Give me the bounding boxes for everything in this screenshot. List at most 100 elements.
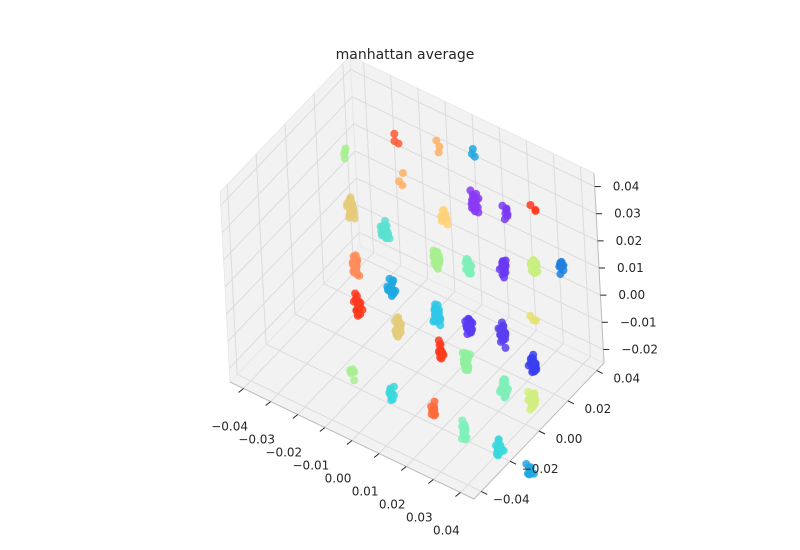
chart-title: manhattan average (336, 47, 475, 63)
x-tick-mark (238, 388, 244, 393)
scatter-point (394, 321, 403, 330)
scatter-point (526, 201, 535, 209)
scatter-point (524, 387, 532, 396)
scatter-point (394, 314, 403, 323)
z-tick-label: −0.01 (620, 315, 657, 329)
scatter-point (395, 177, 403, 186)
scatter-point (430, 402, 438, 411)
scatter-point (463, 361, 472, 370)
y-tick-label: −0.02 (522, 462, 559, 476)
grid-line-z-left (220, 69, 352, 206)
scatter-point (348, 365, 357, 374)
grid-line-z-left (226, 177, 357, 315)
scatter-point (434, 148, 443, 157)
scatter-point (433, 264, 442, 273)
grid-line-y-floor (352, 253, 597, 372)
grid-line-z-back (359, 231, 604, 350)
scatter-point (464, 322, 473, 331)
x-tick-mark (265, 401, 271, 406)
scatter-point (340, 154, 349, 163)
scatter-point (528, 261, 537, 269)
scatter-point (497, 387, 506, 396)
grid-line-z-left (228, 232, 360, 369)
scatter-point (390, 382, 398, 391)
scatter-point (526, 405, 535, 414)
scatter-point (432, 136, 441, 145)
scatter-point (501, 343, 510, 352)
scatter-point (502, 204, 511, 213)
scatter-point (435, 256, 444, 265)
scatter-point (496, 447, 505, 456)
x-tick-label: 0.04 (433, 524, 460, 538)
grid-line-y-floor (237, 373, 482, 492)
x-tick-label: −0.04 (211, 420, 248, 434)
y-tick-label: 0.00 (556, 432, 583, 446)
scatter-point (385, 274, 394, 283)
y-tick-mark (509, 460, 517, 465)
y-tick-mark (538, 430, 546, 435)
y-tick-label: 0.04 (613, 372, 640, 386)
scatter-point (500, 215, 509, 224)
x-tick-mark (373, 453, 380, 458)
scatter-point (381, 217, 389, 225)
scatter-point (467, 269, 475, 278)
scatter-point (461, 352, 470, 361)
z-tick-label: 0.04 (613, 180, 640, 194)
y-tick-label: −0.04 (493, 492, 530, 506)
scatter-point (496, 337, 505, 346)
z-tick-label: 0.01 (617, 261, 644, 275)
scatter-point (438, 214, 447, 223)
scatter-point (398, 169, 407, 178)
grid-lines (220, 62, 604, 493)
z-tick-label: 0.02 (616, 234, 643, 248)
scatter-point (353, 311, 362, 320)
scatter-point (393, 331, 401, 340)
scatter-point (499, 327, 508, 336)
scatter-point (470, 205, 478, 213)
scatter-point (390, 137, 399, 146)
scatter-point (350, 376, 359, 385)
scatter-point (351, 251, 360, 260)
grid-line-z-left (227, 204, 359, 342)
x-tick-mark (319, 427, 326, 432)
scatter-point (466, 186, 475, 195)
tick-labels: −0.04−0.03−0.02−0.010.000.010.020.030.04… (211, 180, 658, 538)
scatter-point (433, 301, 442, 310)
grid-line-z-back (350, 69, 595, 188)
scatter-point (388, 390, 397, 399)
scatter-point (353, 292, 361, 301)
scatter-point (390, 129, 399, 138)
y-tick-mark (596, 370, 604, 375)
scatter-point (384, 231, 393, 240)
x-tick-mark (400, 466, 407, 471)
scatter-point (434, 309, 442, 318)
scatter-point (464, 261, 472, 270)
x-tick-label: 0.03 (406, 511, 433, 525)
scatter-point (435, 142, 444, 151)
grid-line-z-back (357, 204, 603, 323)
scatter-point (345, 213, 354, 222)
scatter-point (355, 304, 363, 313)
x-tick-label: 0.00 (325, 472, 352, 486)
scatter-point (350, 264, 359, 273)
scatter-point (500, 268, 509, 277)
grid-line-z-left (221, 96, 353, 234)
x-tick-mark (292, 414, 299, 419)
z-tick-label: 0.03 (614, 207, 641, 221)
scatter-point (462, 433, 471, 442)
x-tick-mark (428, 479, 434, 484)
x-tick-label: −0.03 (238, 433, 275, 447)
y-tick-label: 0.02 (585, 402, 612, 416)
z-tick-label: −0.02 (621, 342, 658, 356)
y-tick-mark (567, 400, 575, 405)
scatter-point (347, 198, 355, 207)
scatter-point (427, 410, 436, 419)
scatter-point (438, 206, 447, 215)
scatter-point (529, 398, 538, 407)
scatter-point (459, 424, 467, 433)
scatter-point (436, 340, 445, 349)
scatter-point (341, 147, 350, 156)
grid-line-y-floor (294, 313, 540, 432)
scatter-point (385, 285, 393, 294)
